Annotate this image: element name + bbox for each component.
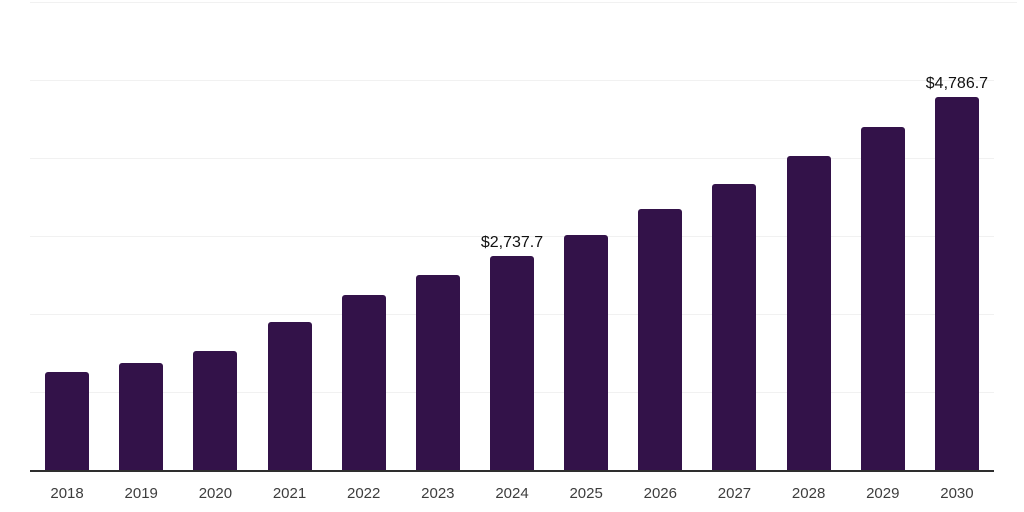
x-tick-label-2021: 2021	[272, 485, 307, 502]
x-tick-label-2024: 2024	[495, 485, 529, 502]
bar-2030[interactable]	[934, 96, 979, 470]
bar-2029[interactable]	[860, 126, 905, 470]
x-tick-label-2027: 2027	[717, 485, 752, 502]
x-tick-label-2023: 2023	[421, 485, 455, 502]
x-tick-label-2019: 2019	[124, 485, 158, 502]
gridline-6000	[30, 2, 1017, 3]
bar-2027[interactable]	[712, 183, 757, 470]
bar-2023[interactable]	[415, 274, 460, 470]
bar-2025[interactable]	[564, 234, 609, 470]
bar-2028[interactable]	[786, 155, 831, 470]
x-tick-label-2029: 2029	[866, 485, 900, 502]
bar-2024[interactable]	[490, 256, 534, 470]
gridline-3000	[30, 236, 994, 237]
data-label-2030: $4,786.7	[925, 74, 989, 92]
gridline-4000	[30, 158, 994, 159]
bar-2020[interactable]	[193, 350, 238, 470]
x-tick-label-2026: 2026	[643, 485, 677, 502]
data-label-2024: $2,737.7	[480, 234, 544, 252]
bar-2018[interactable]	[45, 371, 90, 470]
bar-2026[interactable]	[638, 208, 683, 470]
gridline-5000	[30, 80, 994, 81]
x-tick-label-2030: 2030	[940, 485, 974, 502]
bar-2022[interactable]	[341, 294, 386, 470]
x-tick-label-2025: 2025	[569, 485, 603, 502]
x-tick-label-2028: 2028	[791, 485, 826, 502]
x-tick-label-2020: 2020	[198, 485, 233, 502]
x-tick-label-2018: 2018	[50, 485, 84, 502]
bar-2021[interactable]	[267, 321, 312, 470]
x-tick-label-2022: 2022	[347, 485, 381, 502]
bar-2019[interactable]	[119, 362, 164, 470]
x-axis-line	[30, 470, 994, 472]
